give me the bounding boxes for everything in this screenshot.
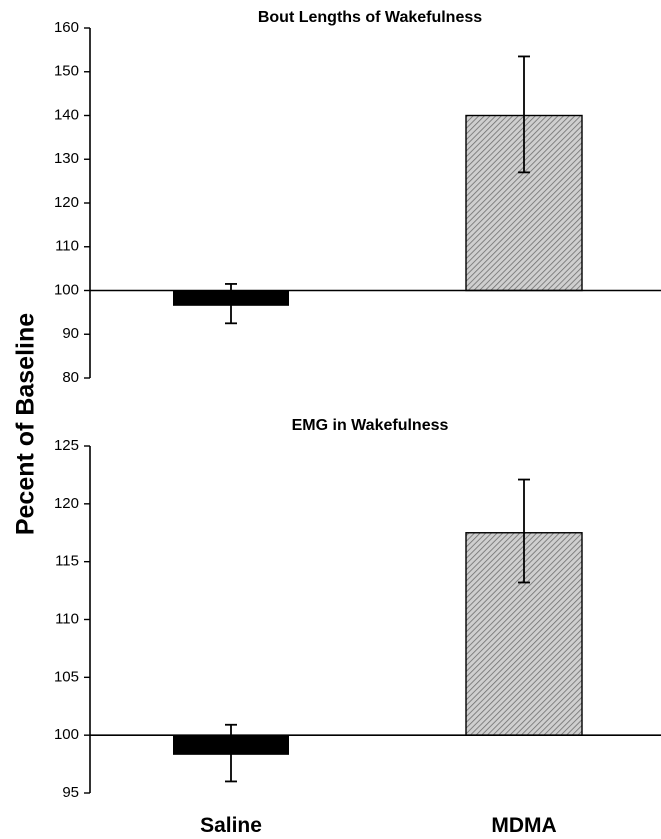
y-tick-label: 130 [54, 150, 79, 167]
category-label-mdma: MDMA [491, 814, 556, 837]
y-tick-label: 95 [62, 784, 79, 801]
y-axis-label: Pecent of Baseline [12, 313, 40, 535]
panel-emg: EMG in Wakefulness 95 100 105 110 115 120 125 [54, 417, 661, 801]
y-tick-label: 110 [55, 238, 79, 255]
y-tick-label: 110 [55, 610, 79, 627]
y-tick-label: 80 [62, 369, 79, 386]
panel-bout-lengths: Bout Lengths of Wakefulness 80 90 100 110 120… [54, 9, 661, 386]
y-tick-label: 120 [54, 495, 79, 512]
y-tick-label: 125 [54, 437, 79, 454]
y-tick-label: 120 [54, 194, 79, 211]
y-tick-label: 100 [54, 281, 79, 298]
y-tick-label: 115 [55, 553, 79, 570]
y-tick-label: 90 [62, 325, 79, 342]
y-tick-label: 100 [54, 726, 79, 743]
y-tick-label: 150 [54, 63, 79, 80]
chart-title: Bout Lengths of Wakefulness [258, 9, 482, 26]
y-tick-label: 160 [54, 19, 79, 36]
chart-title: EMG in Wakefulness [292, 417, 449, 434]
y-tick-label: 140 [54, 106, 79, 123]
y-tick-label: 105 [54, 668, 79, 685]
category-label-saline: Saline [200, 814, 262, 837]
